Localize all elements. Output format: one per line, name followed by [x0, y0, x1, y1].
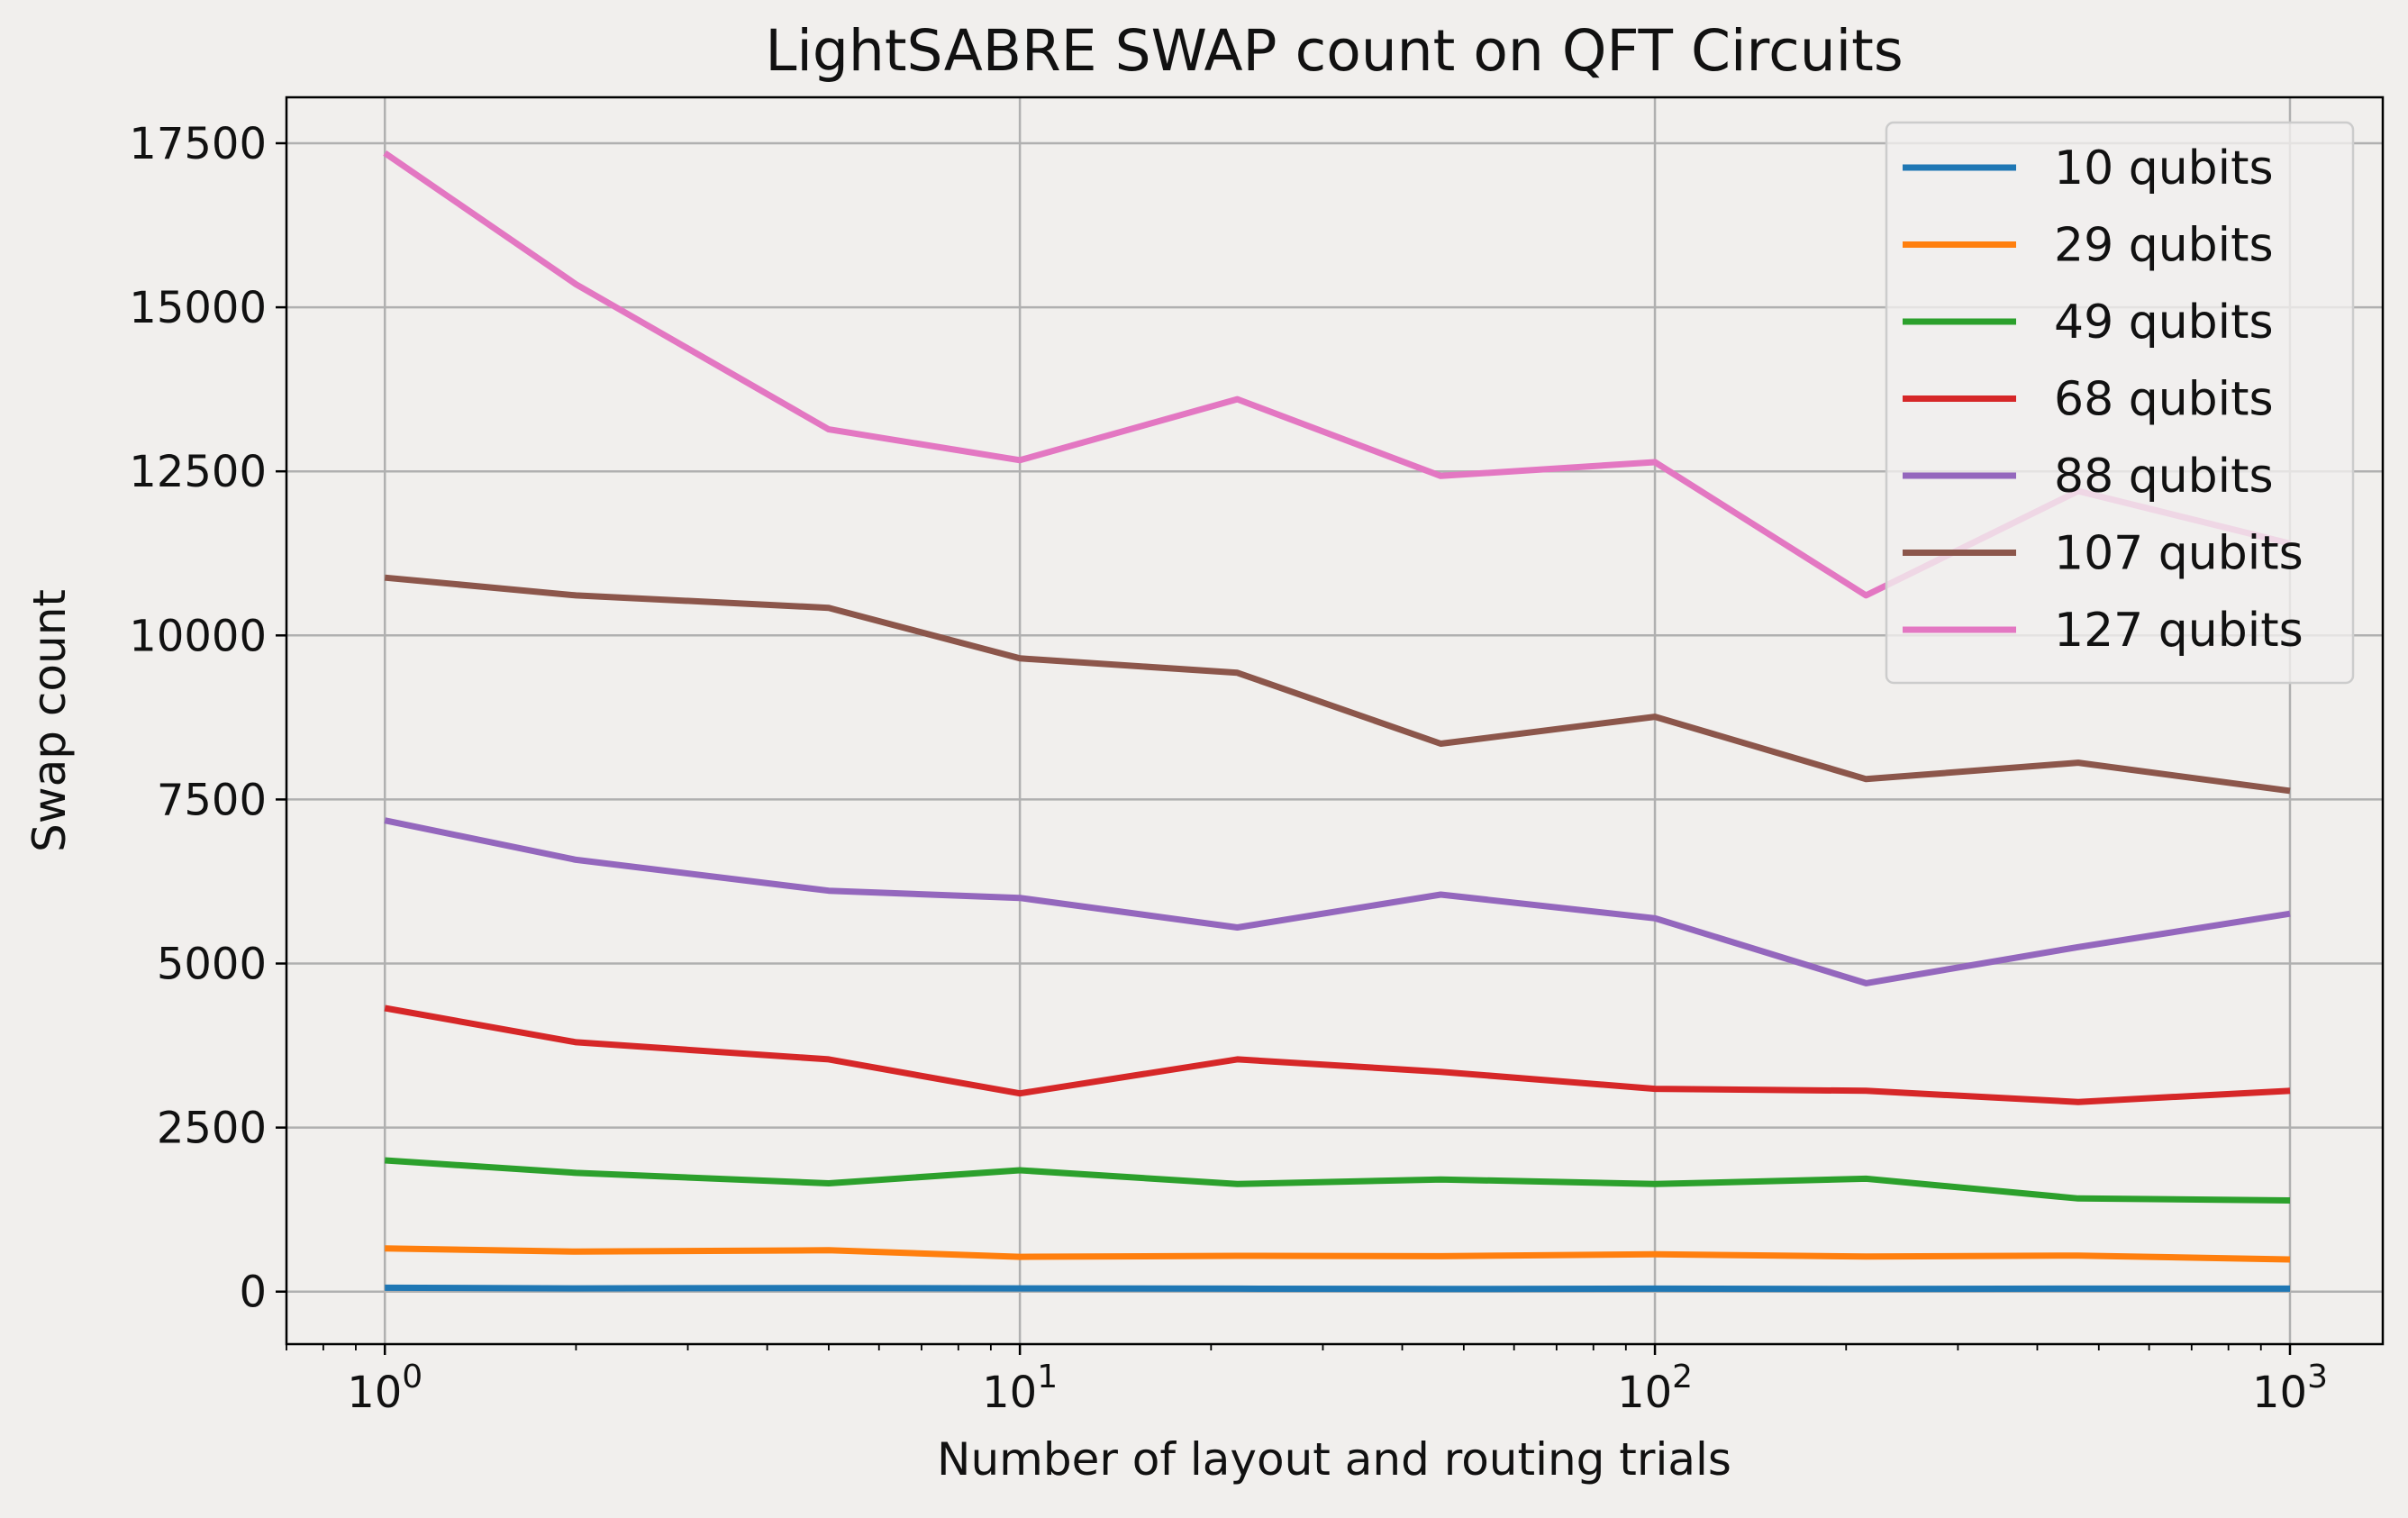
series-line [384, 1157, 2291, 1204]
plot-area-frame [285, 95, 2385, 1346]
x-axis-title: Number of layout and routing trials [937, 1433, 1731, 1486]
legend: 10 qubits 29 qubits 49 qubits 68 qubits 88 q… [1885, 121, 2355, 685]
series-line [385, 1284, 2290, 1293]
y-tick-label: 15000 [129, 283, 267, 333]
legend-label: 29 qubits [2054, 219, 2274, 273]
legend-label: 10 qubits [2054, 141, 2274, 195]
y-tick-label: 2500 [157, 1104, 267, 1154]
x-tick-labels: 100 101 102 103 [347, 1359, 2328, 1418]
x-tick-label: 103 [2252, 1359, 2328, 1418]
y-tick-label: 10000 [129, 611, 267, 661]
legend-label: 88 qubits [2054, 450, 2274, 504]
y-tick-label: 0 [239, 1268, 267, 1318]
x-tick-label: 100 [347, 1359, 423, 1418]
y-tick-label: 7500 [157, 775, 267, 825]
legend-box [1885, 121, 2355, 685]
legend-label: 68 qubits [2054, 373, 2274, 427]
y-tick-label: 5000 [157, 940, 267, 990]
y-axis-title: Swap count [23, 589, 76, 852]
legend-label: 49 qubits [2054, 295, 2274, 350]
x-tick-label: 101 [982, 1359, 1058, 1418]
legend-label: 107 qubits [2054, 527, 2304, 581]
legend-label: 127 qubits [2054, 604, 2304, 658]
y-tick-label: 12500 [129, 447, 267, 497]
y-tick-labels: 0 2500 5000 7500 10000 12500 15000 17500 [129, 119, 267, 1318]
series-line [384, 1004, 2291, 1105]
series-line [385, 1245, 2291, 1263]
y-tick-label: 17500 [129, 119, 267, 169]
chart-title: LightSABRE SWAP count on QFT Circuits [765, 18, 1903, 84]
series-line [384, 574, 2291, 795]
plot-series [383, 150, 2291, 1293]
axis-ticks [276, 141, 2292, 1355]
series-line [384, 817, 2291, 986]
x-tick-label: 102 [1617, 1359, 1693, 1418]
